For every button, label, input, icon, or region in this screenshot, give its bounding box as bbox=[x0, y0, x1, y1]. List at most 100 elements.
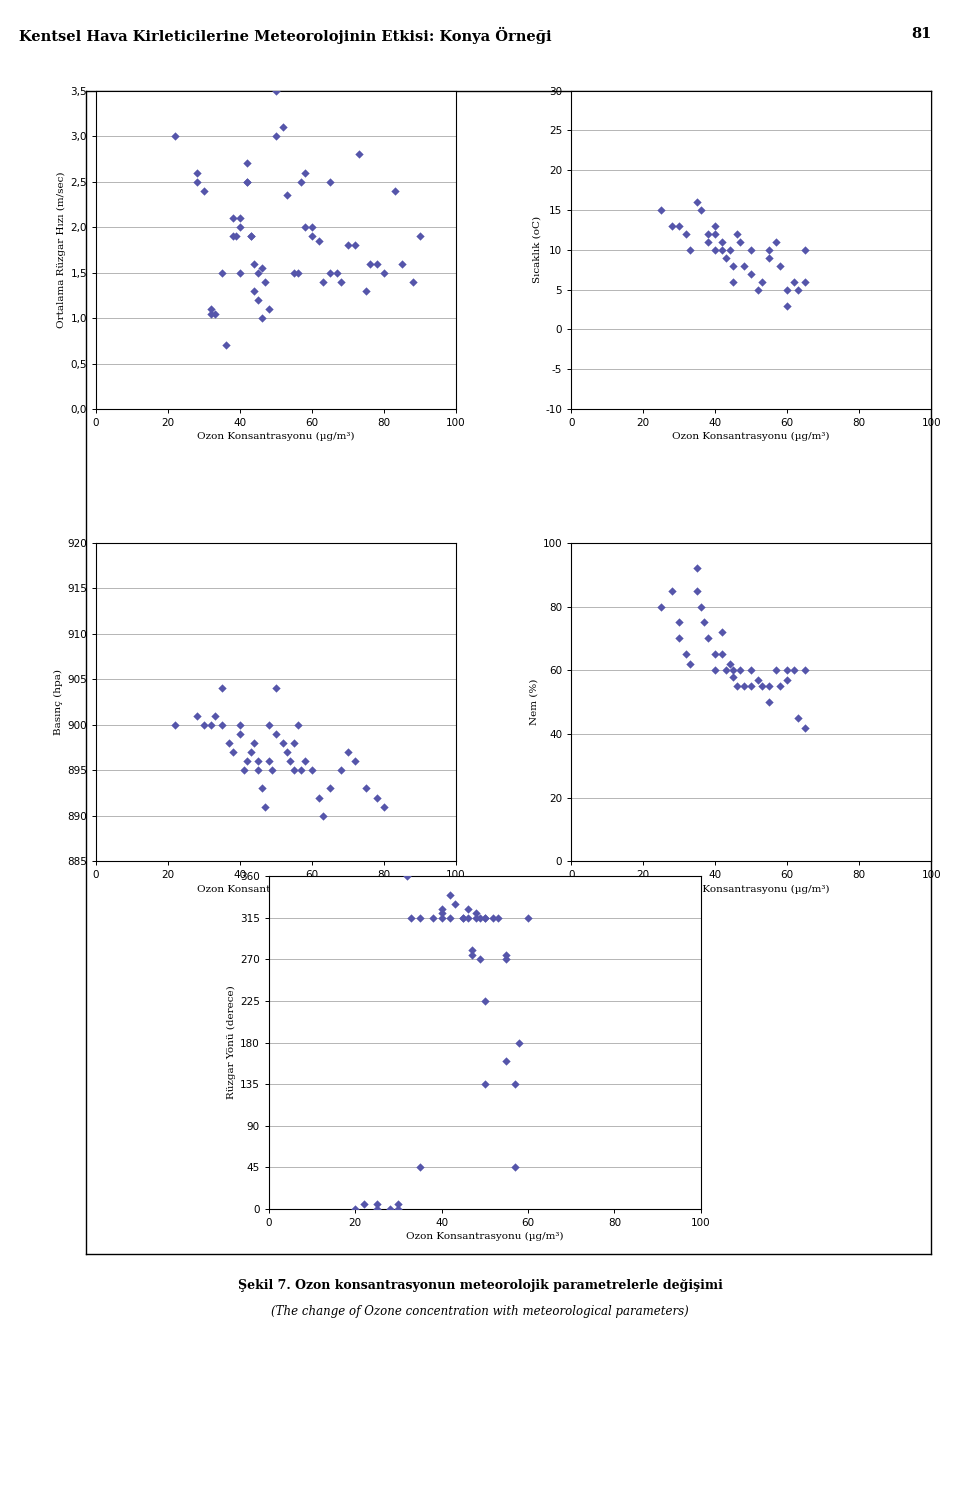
Point bbox=[251, 260, 266, 284]
Point bbox=[486, 905, 501, 929]
Point bbox=[726, 269, 741, 293]
Y-axis label: Rüzgar Yönü (derece): Rüzgar Yönü (derece) bbox=[227, 985, 236, 1100]
Point bbox=[294, 169, 309, 193]
Point bbox=[477, 1073, 492, 1097]
Point bbox=[679, 642, 694, 666]
Point bbox=[268, 124, 284, 148]
Point bbox=[228, 224, 244, 248]
Point bbox=[189, 160, 204, 184]
Point bbox=[751, 668, 766, 692]
Point bbox=[693, 594, 708, 618]
Point bbox=[290, 260, 305, 284]
Point bbox=[736, 674, 752, 698]
Point bbox=[204, 713, 219, 737]
Point bbox=[189, 704, 204, 728]
Point bbox=[253, 777, 269, 801]
Point bbox=[247, 731, 262, 756]
Point bbox=[204, 302, 219, 326]
Point bbox=[240, 169, 255, 193]
Point bbox=[425, 905, 441, 929]
Point bbox=[225, 740, 240, 765]
Point bbox=[382, 1197, 397, 1221]
Point bbox=[279, 740, 295, 765]
Point bbox=[268, 722, 284, 746]
Point bbox=[683, 237, 698, 261]
Point bbox=[279, 183, 295, 207]
Point bbox=[714, 642, 730, 666]
Point bbox=[434, 896, 449, 920]
Point bbox=[708, 659, 723, 683]
Point bbox=[218, 334, 233, 358]
Point bbox=[315, 804, 330, 828]
Point bbox=[701, 626, 716, 650]
Point bbox=[683, 651, 698, 675]
Point bbox=[772, 674, 787, 698]
Point bbox=[730, 674, 745, 698]
Y-axis label: Ortalama Rüzgar Hızı (m/sec): Ortalama Rüzgar Hızı (m/sec) bbox=[57, 172, 66, 328]
Point bbox=[761, 246, 777, 270]
Point bbox=[708, 237, 723, 261]
X-axis label: Ozon Konsantrasyonu (µg/m³): Ozon Konsantrasyonu (µg/m³) bbox=[197, 884, 355, 893]
Point bbox=[282, 749, 298, 774]
Point bbox=[722, 651, 737, 675]
Point bbox=[340, 233, 355, 257]
Point bbox=[247, 278, 262, 302]
Point bbox=[736, 254, 752, 278]
Point bbox=[769, 230, 784, 254]
Point bbox=[726, 665, 741, 689]
Point bbox=[413, 905, 428, 929]
Point bbox=[356, 1192, 372, 1216]
Point bbox=[798, 237, 813, 261]
Point bbox=[708, 642, 723, 666]
Point bbox=[751, 278, 766, 302]
Point bbox=[348, 749, 363, 774]
Point bbox=[507, 1073, 522, 1097]
Point bbox=[257, 795, 273, 819]
Point bbox=[465, 943, 480, 967]
Point bbox=[333, 759, 348, 783]
Point bbox=[369, 786, 384, 810]
Point bbox=[714, 237, 730, 261]
Point bbox=[251, 759, 266, 783]
Point bbox=[253, 307, 269, 331]
Point bbox=[240, 169, 255, 193]
Point bbox=[718, 246, 733, 270]
Point bbox=[743, 659, 758, 683]
Point bbox=[304, 215, 320, 239]
Point bbox=[769, 659, 784, 683]
Point bbox=[376, 795, 392, 819]
Point bbox=[499, 943, 515, 967]
Point bbox=[460, 905, 475, 929]
Point bbox=[232, 260, 248, 284]
Point bbox=[787, 269, 803, 293]
Point bbox=[780, 293, 795, 317]
Point bbox=[689, 190, 705, 215]
Point bbox=[276, 115, 291, 139]
Point bbox=[708, 215, 723, 239]
Point bbox=[477, 990, 492, 1014]
Point bbox=[329, 260, 345, 284]
Point bbox=[276, 731, 291, 756]
Point bbox=[512, 1031, 527, 1055]
Point bbox=[369, 251, 384, 275]
Point bbox=[787, 659, 803, 683]
Point bbox=[755, 674, 770, 698]
Point bbox=[214, 677, 229, 701]
Point bbox=[761, 691, 777, 715]
Point bbox=[261, 713, 276, 737]
Point bbox=[232, 205, 248, 230]
X-axis label: Ozon Konsantrasyonu (µg/m³): Ozon Konsantrasyonu (µg/m³) bbox=[197, 432, 355, 441]
Point bbox=[473, 905, 489, 929]
Point bbox=[369, 1192, 384, 1216]
Point bbox=[232, 713, 248, 737]
Point bbox=[167, 124, 182, 148]
Point bbox=[465, 938, 480, 963]
Point bbox=[772, 254, 787, 278]
Point bbox=[499, 947, 515, 972]
Point bbox=[369, 1197, 384, 1221]
Point bbox=[697, 610, 712, 635]
Point bbox=[455, 905, 470, 929]
Point bbox=[714, 620, 730, 644]
Point bbox=[351, 142, 367, 166]
Point bbox=[671, 610, 686, 635]
